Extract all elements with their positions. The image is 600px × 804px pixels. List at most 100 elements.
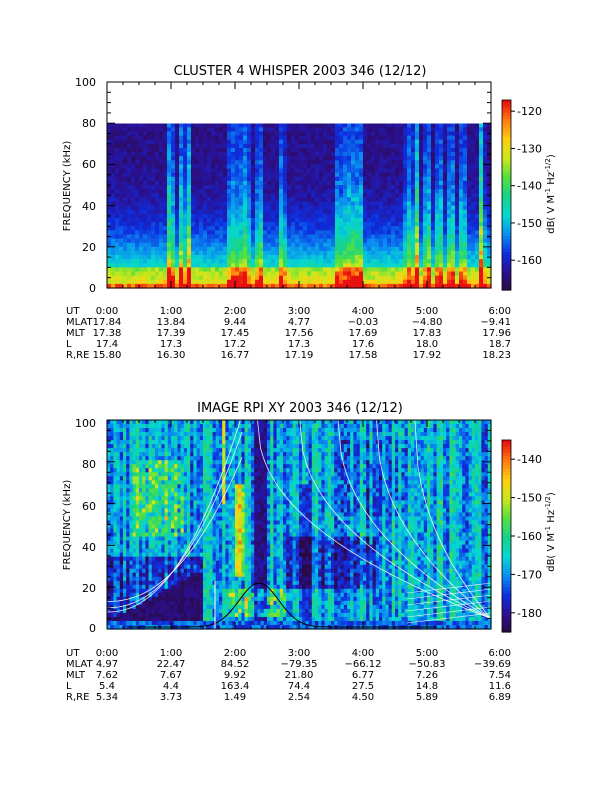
whisper-cell xyxy=(375,140,380,145)
whisper-cell xyxy=(467,230,472,235)
whisper-cell xyxy=(247,234,252,239)
whisper-cell xyxy=(295,160,300,165)
whisper-cell xyxy=(371,234,376,239)
whisper-cell xyxy=(227,123,232,128)
whisper-cell xyxy=(423,276,428,281)
whisper-cell xyxy=(135,181,140,186)
whisper-cell xyxy=(335,230,340,235)
whisper-cell xyxy=(159,243,164,248)
whisper-cell xyxy=(199,131,204,136)
whisper-cell xyxy=(127,164,132,169)
whisper-cell xyxy=(395,131,400,136)
whisper-cell xyxy=(451,218,456,223)
whisper-cell xyxy=(147,156,152,161)
whisper-cell xyxy=(199,267,204,272)
whisper-cell xyxy=(295,251,300,256)
whisper-cell xyxy=(267,267,272,272)
whisper-cell xyxy=(279,201,284,206)
whisper-cell xyxy=(367,280,372,285)
whisper-cell xyxy=(451,226,456,231)
whisper-cell xyxy=(163,272,168,277)
whisper-cell xyxy=(451,189,456,194)
whisper-cell xyxy=(431,156,436,161)
whisper-cell xyxy=(387,197,392,202)
whisper-cell xyxy=(315,280,320,285)
whisper-cell xyxy=(143,222,148,227)
whisper-cell xyxy=(447,239,452,244)
whisper-cell xyxy=(447,173,452,178)
colorbar-tick-label: -120 xyxy=(517,105,542,118)
whisper-cell xyxy=(431,276,436,281)
whisper-cell xyxy=(235,226,240,231)
whisper-cell xyxy=(131,206,136,211)
whisper-cell xyxy=(439,148,444,153)
whisper-cell xyxy=(443,127,448,132)
whisper-cell xyxy=(203,181,208,186)
whisper-cell xyxy=(363,193,368,198)
whisper-cell xyxy=(419,239,424,244)
whisper-cell xyxy=(243,127,248,132)
whisper-cell xyxy=(167,169,172,174)
whisper-cell xyxy=(187,193,192,198)
whisper-cell xyxy=(203,239,208,244)
whisper-cell xyxy=(131,272,136,277)
whisper-cell xyxy=(447,247,452,252)
whisper-cell xyxy=(223,181,228,186)
whisper-cell xyxy=(447,222,452,227)
whisper-cell xyxy=(119,239,124,244)
whisper-cell xyxy=(155,127,160,132)
whisper-cell xyxy=(415,210,420,215)
whisper-cell xyxy=(351,136,356,141)
whisper-cell xyxy=(415,189,420,194)
whisper-cell xyxy=(391,276,396,281)
whisper-cell xyxy=(339,201,344,206)
whisper-cell xyxy=(311,214,316,219)
whisper-cell xyxy=(211,243,216,248)
whisper-cell xyxy=(135,255,140,260)
whisper-cell xyxy=(475,148,480,153)
whisper-cell xyxy=(283,169,288,174)
whisper-cell xyxy=(119,189,124,194)
whisper-cell xyxy=(375,164,380,169)
whisper-cell xyxy=(147,140,152,145)
whisper-cell xyxy=(211,136,216,141)
whisper-cell xyxy=(191,276,196,281)
whisper-cell xyxy=(331,140,336,145)
whisper-cell xyxy=(399,263,404,268)
whisper-cell xyxy=(451,152,456,157)
whisper-cell xyxy=(207,177,212,182)
whisper-cell xyxy=(427,169,432,174)
whisper-cell xyxy=(223,127,228,132)
whisper-cell xyxy=(223,131,228,136)
whisper-cell xyxy=(159,259,164,264)
whisper-cell xyxy=(279,197,284,202)
whisper-cell xyxy=(367,123,372,128)
whisper-cell xyxy=(351,197,356,202)
whisper-cell xyxy=(163,185,168,190)
whisper-cell xyxy=(451,259,456,264)
whisper-cell xyxy=(431,218,436,223)
whisper-cell xyxy=(215,251,220,256)
whisper-cell xyxy=(151,197,156,202)
whisper-cell xyxy=(143,131,148,136)
whisper-cell xyxy=(155,206,160,211)
whisper-cell xyxy=(187,169,192,174)
whisper-cell xyxy=(135,222,140,227)
whisper-cell xyxy=(223,243,228,248)
whisper-cell xyxy=(179,222,184,227)
whisper-cell xyxy=(375,255,380,260)
whisper-cell xyxy=(111,177,116,182)
whisper-cell xyxy=(207,243,212,248)
whisper-cell xyxy=(439,226,444,231)
whisper-cell xyxy=(411,127,416,132)
whisper-cell xyxy=(343,247,348,252)
whisper-cell xyxy=(383,193,388,198)
whisper-cell xyxy=(367,251,372,256)
whisper-cell xyxy=(111,169,116,174)
whisper-cell xyxy=(295,164,300,169)
whisper-cell xyxy=(443,131,448,136)
whisper-cell xyxy=(467,272,472,277)
whisper-cell xyxy=(451,193,456,198)
whisper-cell xyxy=(283,181,288,186)
whisper-cell xyxy=(231,218,236,223)
